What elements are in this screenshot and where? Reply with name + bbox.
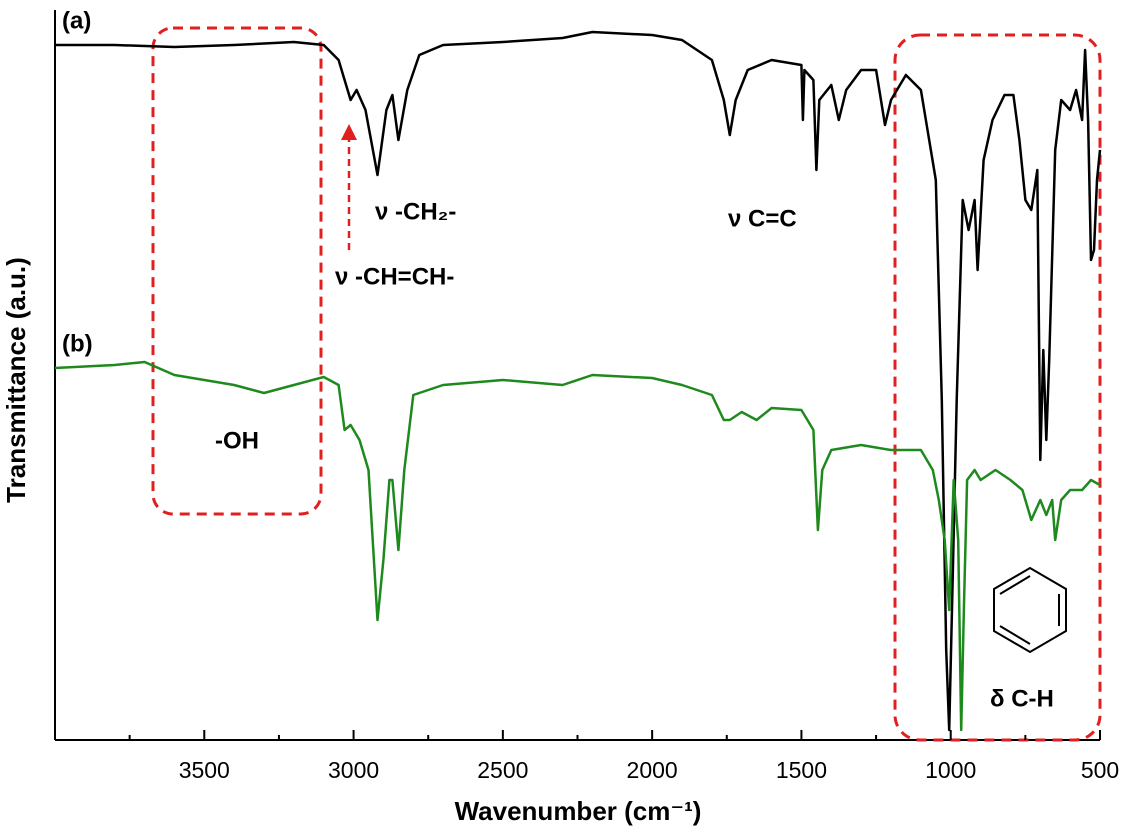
x-tick-label: 2000 [627, 757, 678, 783]
x-tick-label: 1000 [925, 757, 976, 783]
series-label: (a) [62, 7, 91, 34]
highlight-box [151, 26, 323, 516]
spectrum-line [54, 360, 1101, 732]
arrow-head [341, 124, 357, 140]
x-tick-label: 1500 [776, 757, 827, 783]
annotation: ν -CH₂- [375, 198, 456, 225]
x-tick-label: 500 [1081, 757, 1119, 783]
x-tick-label: 2500 [477, 757, 528, 783]
benzene-icon [993, 566, 1067, 654]
highlight-box [893, 33, 1102, 742]
annotation: δ C-H [990, 685, 1054, 712]
x-tick-label: 3500 [179, 757, 230, 783]
annotation: ν C=C [728, 205, 797, 232]
spectrum-line [55, 30, 1102, 732]
annotation: -OH [215, 427, 259, 454]
series-label: (b) [62, 330, 93, 357]
y-axis-title: Transmittance (a.u.) [1, 257, 31, 503]
annotation: ν -CH=CH- [335, 263, 454, 290]
x-tick-label: 3000 [328, 757, 379, 783]
x-axis-title: Wavenumber (cm⁻¹) [455, 796, 702, 826]
